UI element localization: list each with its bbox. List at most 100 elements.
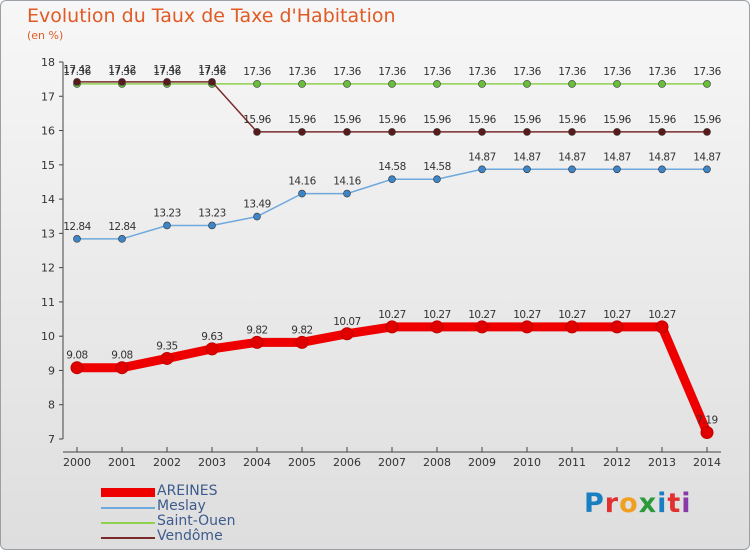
data-point <box>73 235 81 243</box>
data-point <box>298 128 306 136</box>
data-label: 17.36 <box>243 66 271 78</box>
data-label: 15.96 <box>513 114 541 126</box>
logo-letter: r <box>604 488 620 519</box>
data-point <box>388 80 396 88</box>
data-point <box>523 128 531 136</box>
data-point <box>343 189 351 198</box>
data-point <box>430 320 444 334</box>
data-point <box>115 361 129 375</box>
data-label: 14.87 <box>468 151 496 163</box>
x-tick-label: 2003 <box>198 456 226 469</box>
data-point <box>433 80 441 88</box>
data-point <box>658 165 666 174</box>
data-label: 17.36 <box>513 66 541 78</box>
data-label: 17.42 <box>153 64 181 76</box>
data-label: 17.42 <box>108 64 136 76</box>
data-label: 17.36 <box>468 66 496 78</box>
data-point <box>478 128 486 136</box>
data-point <box>253 212 261 221</box>
x-tick-label: 2007 <box>378 456 406 469</box>
data-point <box>520 320 534 334</box>
data-point <box>163 78 171 86</box>
x-tick-label: 2010 <box>513 456 541 469</box>
data-point <box>73 78 81 86</box>
data-label: 13.49 <box>243 199 271 211</box>
data-point <box>208 221 216 230</box>
data-label: 10.27 <box>648 309 676 321</box>
data-point <box>253 128 261 136</box>
data-point <box>340 327 354 341</box>
data-label: 14.87 <box>648 151 676 163</box>
legend-label: AREINES <box>157 483 218 499</box>
chart-title: Evolution du Taux de Taxe d'Habitation <box>27 5 396 27</box>
data-point <box>475 320 489 334</box>
data-label: 10.07 <box>333 316 361 328</box>
data-point <box>388 175 396 184</box>
data-point <box>703 80 711 88</box>
data-point <box>205 342 219 356</box>
data-point <box>298 80 306 88</box>
data-label: 10.27 <box>378 309 406 321</box>
data-point <box>613 165 621 174</box>
legend-swatch <box>101 507 155 509</box>
x-tick-label: 2005 <box>288 456 316 469</box>
legend-swatch <box>101 522 155 524</box>
data-point <box>568 165 576 174</box>
x-tick-label: 2000 <box>63 456 91 469</box>
data-label: 15.96 <box>423 114 451 126</box>
data-point <box>118 78 126 86</box>
y-tick-label: 13 <box>41 227 55 240</box>
y-tick-label: 16 <box>41 125 55 138</box>
data-label: 13.23 <box>153 207 181 219</box>
data-label: 9.82 <box>246 324 267 336</box>
data-label: 13.23 <box>198 207 226 219</box>
data-point <box>343 80 351 88</box>
data-point <box>703 165 711 174</box>
data-label: 15.96 <box>243 114 271 126</box>
data-label: 17.42 <box>63 64 91 76</box>
logo-letter: o <box>619 488 639 519</box>
x-tick-label: 2011 <box>558 456 586 469</box>
data-point <box>523 80 531 88</box>
data-point <box>295 335 309 349</box>
data-label: 15.96 <box>288 114 316 126</box>
data-point <box>385 320 399 334</box>
logo-letter: x <box>638 488 658 519</box>
data-label: 15.96 <box>558 114 586 126</box>
legend-swatch <box>101 488 155 497</box>
logo-letter: i <box>681 488 692 519</box>
data-label: 17.36 <box>333 66 361 78</box>
data-label: 14.87 <box>513 151 541 163</box>
data-label: 15.96 <box>378 114 406 126</box>
data-label: 14.16 <box>288 176 316 188</box>
y-tick-label: 8 <box>48 399 55 412</box>
x-tick-label: 2009 <box>468 456 496 469</box>
data-point <box>613 80 621 88</box>
data-point <box>613 128 621 136</box>
y-tick-label: 15 <box>41 159 55 172</box>
x-tick-label: 2013 <box>648 456 676 469</box>
data-label: 12.84 <box>63 221 91 233</box>
data-label: 17.36 <box>648 66 676 78</box>
data-point <box>565 320 579 334</box>
data-point <box>700 425 714 439</box>
data-point <box>388 128 396 136</box>
data-label: 17.36 <box>378 66 406 78</box>
data-point <box>163 221 171 230</box>
data-label: 14.58 <box>423 161 451 173</box>
y-tick-label: 12 <box>41 262 55 275</box>
data-label: 10.27 <box>423 309 451 321</box>
logo-letter: t <box>667 488 682 519</box>
y-tick-label: 11 <box>41 296 55 309</box>
logo-letter: i <box>657 488 668 519</box>
data-label: 17.36 <box>423 66 451 78</box>
data-point <box>568 80 576 88</box>
x-tick-label: 2002 <box>153 456 181 469</box>
chart-subtitle: (en %) <box>27 29 64 42</box>
y-tick-label: 18 <box>41 56 55 69</box>
data-label: 17.36 <box>603 66 631 78</box>
data-point <box>478 165 486 174</box>
data-label: 9.63 <box>201 331 222 343</box>
data-point <box>610 320 624 334</box>
